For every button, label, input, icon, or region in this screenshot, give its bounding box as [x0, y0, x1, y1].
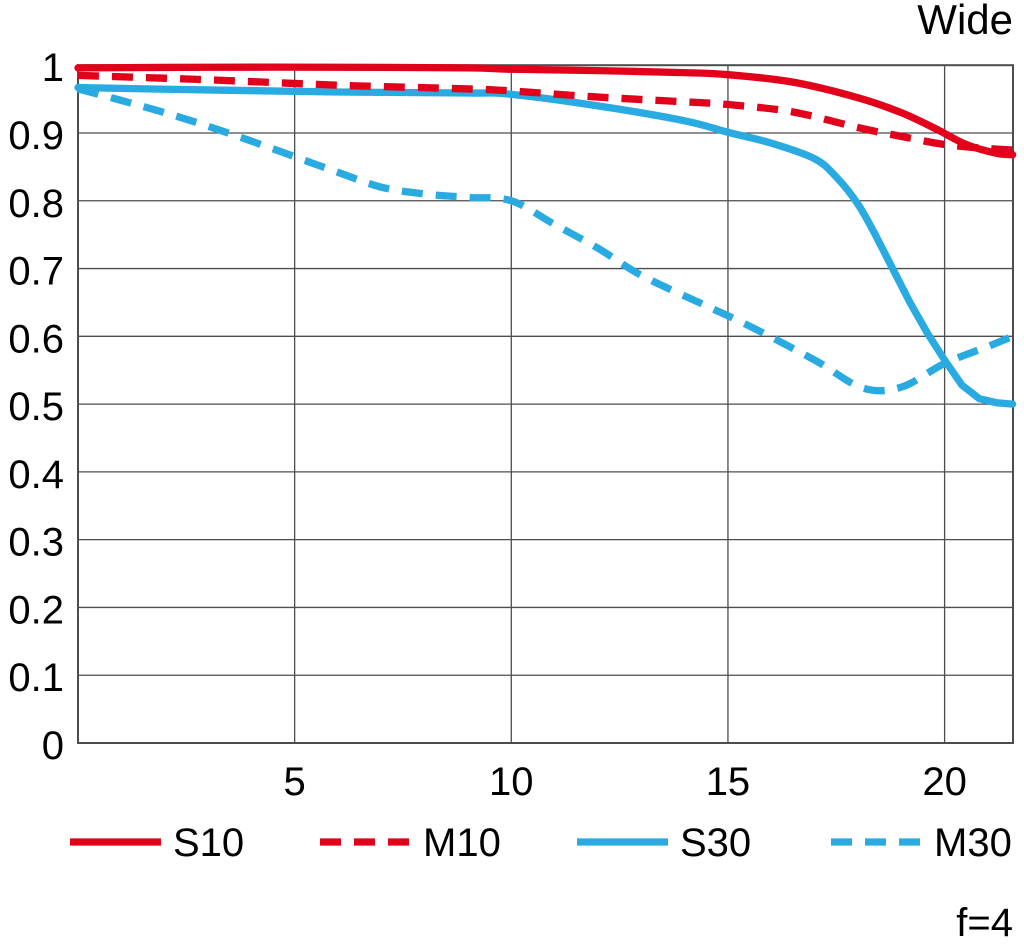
svg-text:5: 5: [284, 760, 306, 804]
svg-text:0: 0: [42, 724, 64, 768]
svg-text:20: 20: [922, 760, 967, 804]
svg-text:0.2: 0.2: [8, 588, 64, 632]
svg-text:10: 10: [489, 760, 534, 804]
svg-text:0.5: 0.5: [8, 385, 64, 429]
svg-text:0.6: 0.6: [8, 317, 64, 361]
svg-text:f=4: f=4: [956, 901, 1013, 945]
svg-text:15: 15: [706, 760, 751, 804]
svg-text:0.8: 0.8: [8, 182, 64, 226]
svg-text:0.4: 0.4: [8, 453, 64, 497]
svg-text:S30: S30: [680, 821, 751, 865]
svg-text:0.7: 0.7: [8, 250, 64, 294]
svg-text:M30: M30: [934, 821, 1012, 865]
svg-text:S10: S10: [173, 821, 244, 865]
svg-text:0.3: 0.3: [8, 521, 64, 565]
svg-text:0.1: 0.1: [8, 656, 64, 700]
svg-text:1: 1: [42, 46, 64, 90]
svg-text:0.9: 0.9: [8, 114, 64, 158]
svg-text:M10: M10: [423, 821, 501, 865]
svg-text:Wide: Wide: [917, 0, 1013, 43]
